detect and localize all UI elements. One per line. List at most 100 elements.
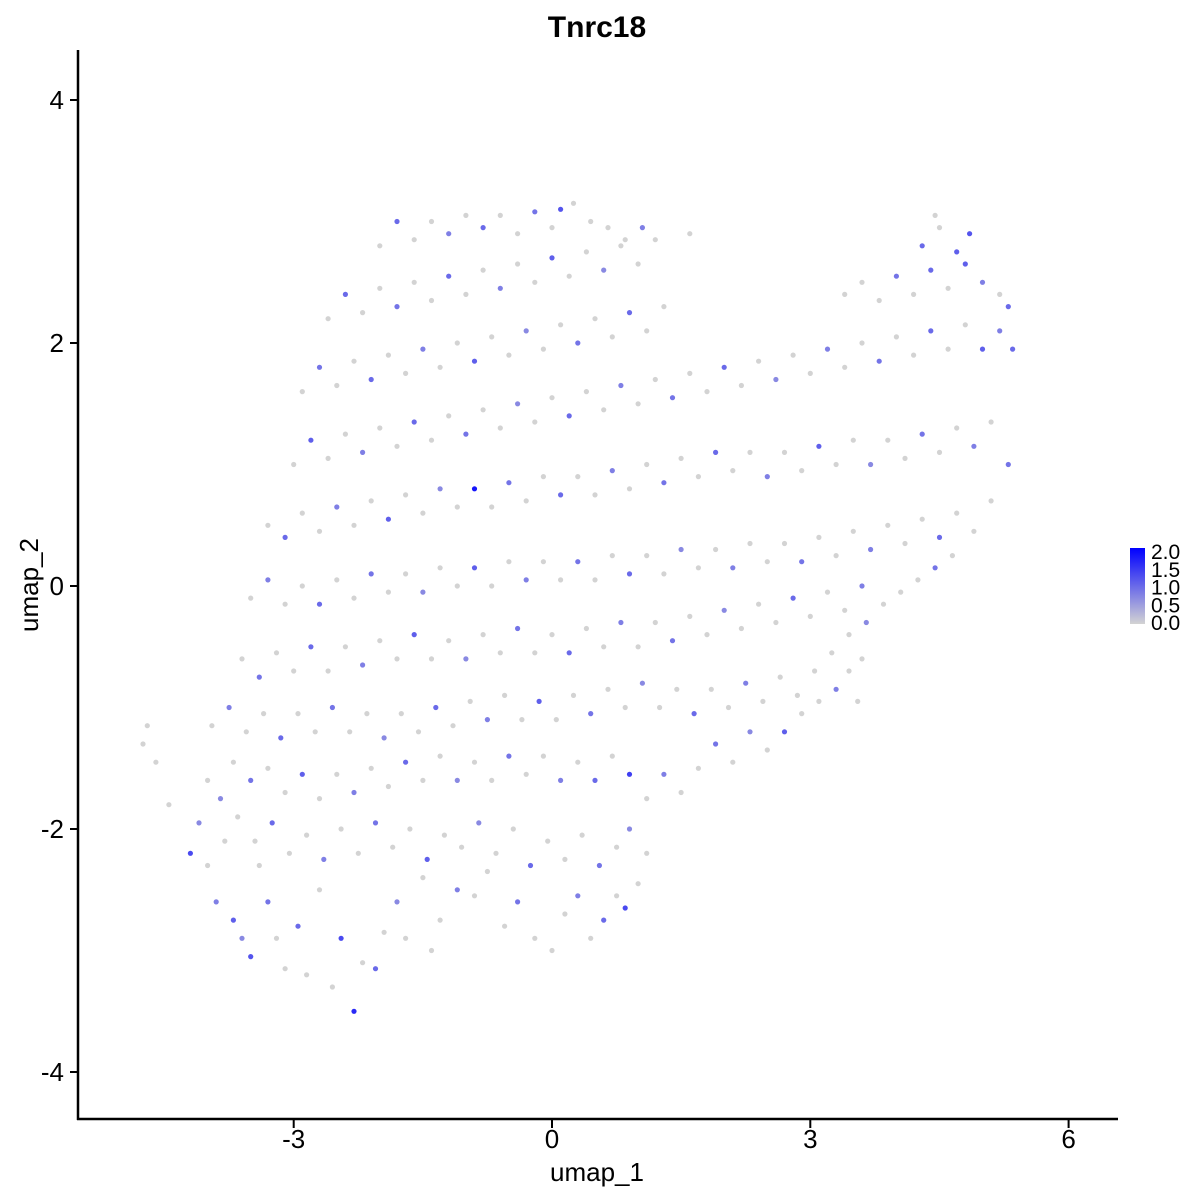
data-point: [329, 704, 335, 711]
data-point: [299, 389, 305, 395]
data-point: [454, 777, 460, 784]
data-point: [368, 765, 374, 771]
data-point: [265, 577, 271, 583]
data-point: [394, 218, 400, 225]
data-point: [738, 382, 745, 389]
data-point: [403, 935, 409, 941]
data-point: [360, 449, 366, 455]
data-point: [678, 546, 684, 553]
data-point: [360, 662, 366, 668]
data-point: [781, 729, 788, 735]
data-point: [532, 209, 538, 215]
points-layer: [140, 200, 1016, 1014]
data-point: [476, 820, 482, 826]
data-point: [394, 656, 400, 662]
data-point: [592, 316, 598, 322]
data-point: [467, 698, 473, 705]
data-point: [261, 711, 267, 717]
data-point: [558, 206, 564, 212]
data-point: [911, 291, 917, 297]
data-point: [403, 492, 409, 498]
data-point: [678, 455, 684, 461]
data-point: [291, 461, 297, 468]
data-point: [265, 899, 271, 905]
data-point: [781, 540, 788, 547]
data-point: [962, 261, 968, 267]
data-point: [781, 449, 788, 455]
y-tick-label: -2: [41, 814, 64, 844]
data-point: [450, 723, 456, 729]
data-point: [394, 304, 400, 310]
data-point: [265, 765, 271, 771]
data-point: [471, 358, 478, 364]
data-point: [239, 935, 245, 941]
data-point: [532, 650, 538, 656]
data-point: [562, 911, 568, 917]
data-point: [588, 218, 594, 225]
data-point: [622, 237, 628, 243]
data-point: [652, 237, 658, 243]
data-point: [747, 449, 753, 455]
data-point: [411, 632, 417, 638]
data-point: [932, 212, 938, 218]
data-point: [282, 966, 288, 972]
data-point: [463, 431, 469, 437]
data-point: [235, 814, 241, 820]
data-point: [403, 370, 409, 376]
data-point: [609, 334, 615, 340]
data-point: [730, 468, 736, 474]
data-point: [626, 486, 633, 492]
data-point: [428, 218, 435, 225]
data-point: [308, 437, 314, 443]
data-point: [799, 468, 805, 474]
y-tick-label: 4: [50, 85, 64, 115]
data-point: [502, 923, 508, 929]
data-point: [635, 401, 641, 407]
data-point: [850, 528, 856, 534]
data-point: [859, 656, 865, 662]
data-point: [954, 425, 960, 431]
data-point: [549, 632, 555, 638]
data-point: [979, 346, 986, 352]
data-point: [850, 437, 856, 443]
colorbar: [1130, 548, 1145, 624]
data-point: [687, 370, 693, 376]
data-point: [816, 443, 822, 449]
data-point: [842, 364, 848, 370]
data-point: [385, 589, 391, 595]
data-point: [558, 777, 564, 784]
data-point: [661, 304, 667, 310]
data-point: [777, 674, 783, 680]
data-point: [532, 279, 538, 285]
data-point: [230, 759, 236, 765]
data-point: [704, 632, 710, 638]
data-point: [265, 522, 271, 528]
data-point: [614, 844, 620, 850]
data-point: [997, 328, 1003, 334]
data-point: [489, 583, 495, 589]
data-point: [342, 291, 348, 297]
data-point: [454, 583, 460, 589]
y-tick-label: -4: [41, 1057, 64, 1087]
data-point: [842, 291, 848, 297]
data-point: [351, 595, 357, 601]
data-point: [411, 279, 417, 285]
data-point: [859, 340, 865, 346]
data-point: [540, 559, 547, 565]
data-point: [626, 310, 633, 316]
data-point: [635, 644, 641, 650]
data-point: [652, 376, 658, 383]
data-point: [209, 723, 215, 729]
data-point: [790, 595, 796, 601]
data-point: [833, 461, 839, 468]
data-point: [639, 680, 646, 686]
data-point: [644, 328, 650, 334]
data-point: [428, 297, 435, 304]
data-point: [583, 625, 590, 632]
data-point: [497, 285, 503, 291]
data-point: [932, 565, 938, 571]
data-point: [282, 534, 288, 541]
colorbar-legend: 2.01.51.00.50.0: [1130, 541, 1180, 635]
data-point: [876, 358, 882, 364]
data-point: [205, 777, 211, 784]
